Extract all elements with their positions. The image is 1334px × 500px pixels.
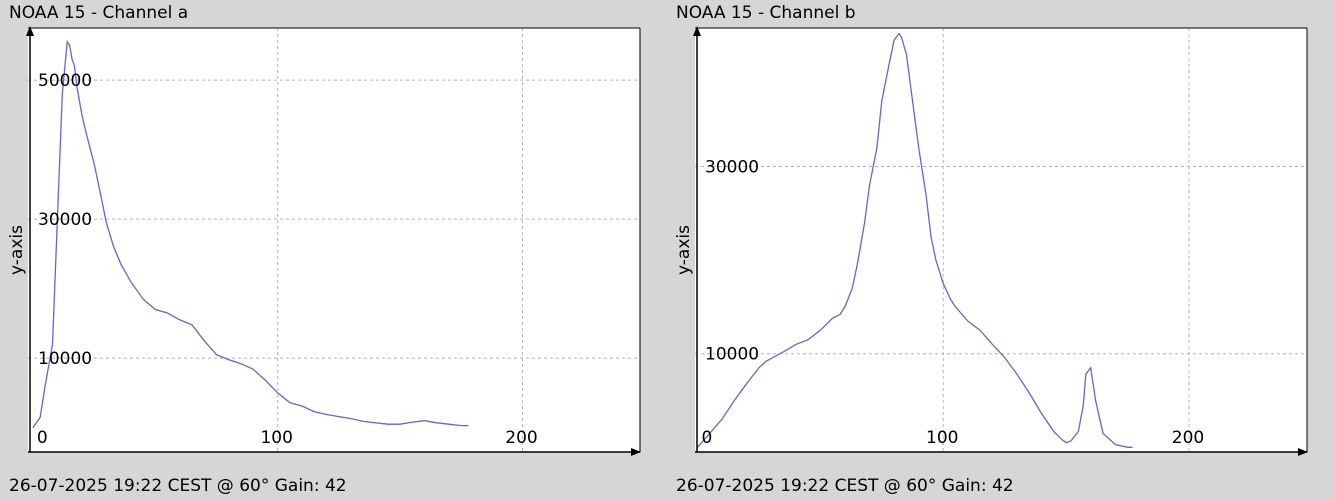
chart-title: NOAA 15 - Channel b [676, 3, 856, 23]
x-tick-label: 100 [926, 428, 958, 448]
chart-panel-channel-a: NOAA 15 - Channel a 0 100 200 10000 30000 500… [7, 3, 641, 496]
chart-title: NOAA 15 - Channel a [9, 3, 189, 23]
y-tick-label: 30000 [38, 210, 92, 230]
y-axis-arrow-icon [693, 26, 701, 36]
x-tick-label: 200 [1172, 428, 1204, 448]
y-axis-label: y-axis [7, 225, 27, 275]
chart-plot-area: 0 100 200 10000 30000 50000 y-axis [7, 26, 641, 456]
y-tick-label: 10000 [38, 349, 92, 369]
series-line [32, 40, 469, 429]
y-axis-arrow-icon [26, 26, 34, 36]
chart-footer-info: 26-07-2025 19:22 CEST @ 60° Gain: 42 [676, 476, 1014, 496]
y-tick-label: 30000 [705, 158, 759, 178]
x-axis-arrow-icon [1298, 448, 1308, 456]
y-tick-label: 10000 [705, 345, 759, 365]
y-tick-label: 50000 [38, 71, 92, 91]
x-tick-label: 100 [260, 428, 292, 448]
chart-plot-area: 0 100 200 10000 30000 y-axis [674, 26, 1308, 456]
plot-background [28, 28, 640, 452]
series-line [697, 32, 1133, 448]
x-tick-label: 0 [701, 428, 712, 448]
x-tick-label: 200 [505, 428, 537, 448]
x-tick-label: 0 [37, 428, 48, 448]
plot-background [695, 28, 1307, 452]
chart-panel-channel-b: NOAA 15 - Channel b 0 100 200 10000 30000 y-a… [667, 0, 1334, 500]
x-axis-arrow-icon [631, 448, 641, 456]
y-axis-label: y-axis [674, 225, 694, 275]
chart-footer-info: 26-07-2025 19:22 CEST @ 60° Gain: 42 [9, 476, 347, 496]
